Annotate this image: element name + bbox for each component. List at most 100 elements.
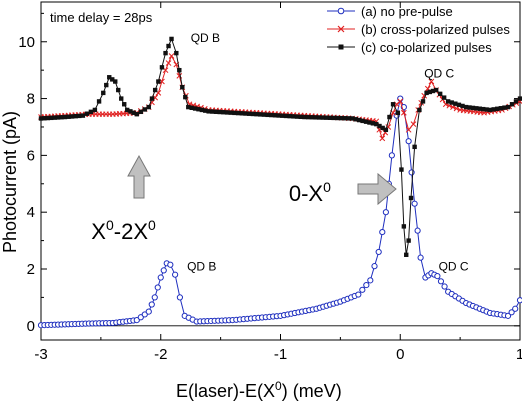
data-point xyxy=(430,88,436,94)
data-point xyxy=(186,104,191,110)
data-point xyxy=(42,116,47,121)
data-point xyxy=(367,120,372,125)
data-point xyxy=(180,85,185,90)
data-point xyxy=(379,228,386,236)
data-point xyxy=(302,114,307,120)
data-point xyxy=(246,111,252,116)
data-point xyxy=(504,312,512,319)
data-point xyxy=(305,114,311,120)
data-point xyxy=(453,101,458,106)
legend-marker xyxy=(337,25,345,33)
data-point xyxy=(203,108,208,113)
qd-label: QD C xyxy=(424,66,454,80)
data-point xyxy=(148,301,155,308)
data-point xyxy=(363,281,370,289)
data-point xyxy=(437,278,445,285)
up-arrow xyxy=(127,154,151,199)
x-axis-title: E(laser)-E(X0) (meV) xyxy=(176,379,342,401)
data-point xyxy=(406,238,411,243)
data-point xyxy=(382,209,389,216)
data-point xyxy=(142,107,147,112)
data-point xyxy=(49,115,54,121)
qd-label: QD B xyxy=(187,259,216,273)
data-point xyxy=(69,114,75,119)
data-point xyxy=(163,50,168,56)
data-point xyxy=(122,102,127,107)
data-point xyxy=(313,115,318,120)
data-point xyxy=(411,200,418,207)
data-point xyxy=(287,113,292,119)
data-point xyxy=(84,111,90,116)
data-point xyxy=(441,283,448,290)
series-layer xyxy=(37,36,522,329)
data-point xyxy=(395,110,401,115)
data-point xyxy=(412,144,417,150)
data-point xyxy=(417,107,422,113)
y-tick-label: 4 xyxy=(27,204,35,221)
data-point xyxy=(294,114,300,119)
time-delay-annotation: time delay = 28ps xyxy=(50,10,153,25)
y-tick-label: 10 xyxy=(18,34,35,51)
data-point xyxy=(437,91,443,97)
data-point xyxy=(107,75,112,80)
legend-marker xyxy=(338,44,344,50)
data-point xyxy=(424,90,429,96)
data-point xyxy=(380,125,385,131)
data-point xyxy=(165,60,172,66)
data-point xyxy=(232,110,237,116)
legend-marker xyxy=(337,7,345,15)
data-point xyxy=(339,115,344,121)
data-point xyxy=(291,114,296,119)
data-point xyxy=(199,107,205,113)
x-tick-label: -3 xyxy=(34,346,47,363)
data-point xyxy=(210,109,215,114)
qd-label: QD C xyxy=(439,259,469,273)
data-point xyxy=(487,107,493,113)
data-point xyxy=(460,103,465,109)
data-point xyxy=(138,109,143,115)
data-point xyxy=(433,87,439,93)
y-tick-label: 2 xyxy=(27,261,35,278)
data-point xyxy=(265,112,270,118)
data-point xyxy=(356,117,362,123)
legend-label: (a) no pre-pulse xyxy=(361,4,453,19)
data-point xyxy=(401,224,407,229)
data-point xyxy=(355,291,362,298)
series-0 xyxy=(37,95,522,329)
data-point xyxy=(125,107,130,113)
data-point xyxy=(390,102,396,107)
data-point xyxy=(405,126,412,133)
data-point xyxy=(335,115,340,121)
legend: (a) no pre-pulse (b) cross-polarized puls… xyxy=(327,4,510,55)
data-point xyxy=(477,106,482,111)
data-point xyxy=(470,105,476,111)
data-point xyxy=(498,106,504,111)
data-point xyxy=(243,111,248,116)
data-point xyxy=(509,102,515,107)
data-point xyxy=(228,110,233,115)
data-point xyxy=(331,115,337,121)
data-point xyxy=(467,105,472,110)
data-point xyxy=(92,107,98,113)
data-point xyxy=(370,121,376,126)
data-point xyxy=(104,82,109,88)
data-point xyxy=(320,115,326,120)
data-point xyxy=(316,115,322,120)
qd-label: QD B xyxy=(191,31,220,45)
y-tick-label: 6 xyxy=(27,147,35,164)
data-point xyxy=(110,77,115,82)
data-point xyxy=(45,115,51,121)
data-point xyxy=(400,109,407,116)
data-point xyxy=(160,267,167,274)
data-point xyxy=(55,115,61,120)
data-point xyxy=(224,110,230,115)
data-point xyxy=(414,227,421,234)
data-point xyxy=(73,113,78,119)
data-point xyxy=(508,309,515,316)
data-point xyxy=(505,104,511,110)
data-point xyxy=(77,113,82,119)
data-point xyxy=(59,115,64,120)
data-point xyxy=(280,113,285,118)
